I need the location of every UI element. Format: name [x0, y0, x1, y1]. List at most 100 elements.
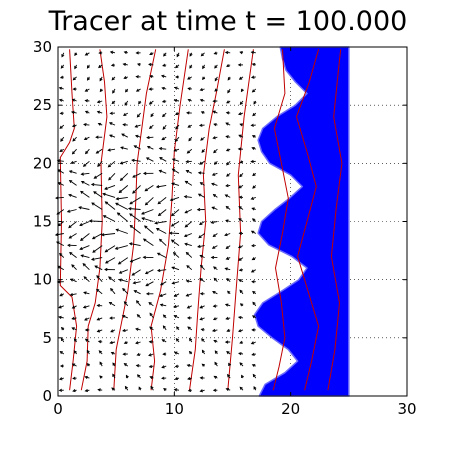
quiver-arrowhead	[117, 261, 122, 265]
quiver-arrowhead	[251, 328, 255, 332]
quiver-arrow	[79, 245, 90, 250]
quiver-arrowhead	[201, 349, 205, 353]
quiver-arrowhead	[238, 268, 243, 272]
quiver-arrowhead	[161, 137, 165, 141]
quiver-arrowhead	[82, 163, 87, 167]
quiver-arrowhead	[144, 202, 149, 206]
quiver-arrowhead	[160, 74, 165, 78]
quiver-arrow	[170, 196, 180, 201]
quiver-arrow	[109, 302, 116, 307]
quiver-arrowhead	[251, 207, 255, 211]
quiver-arrowhead	[73, 350, 77, 354]
quiver-arrowhead	[148, 353, 152, 357]
quiver-arrow	[81, 181, 90, 186]
quiver-arrow	[119, 185, 129, 193]
quiver-arrowhead	[171, 182, 175, 186]
quiver-arrowhead	[162, 314, 167, 318]
quiver-arrow	[102, 193, 116, 198]
quiver-arrowhead	[210, 220, 214, 224]
quiver-arrowhead	[161, 86, 165, 91]
quiver-arrowhead	[227, 77, 231, 81]
quiver-arrowhead	[170, 239, 175, 243]
quiver-arrowhead	[69, 251, 73, 256]
quiver-arrowhead	[184, 180, 189, 184]
quiver-arrowhead	[163, 53, 167, 57]
quiver-arrowhead	[199, 376, 204, 380]
y-tick-label: 30	[33, 38, 52, 56]
quiver-arrow	[58, 182, 65, 186]
x-tick-label: 0	[53, 400, 63, 418]
quiver-arrowhead	[237, 63, 242, 67]
quiver-arrowhead	[162, 63, 166, 67]
quiver-arrow	[108, 276, 116, 283]
quiver-arrow	[129, 243, 141, 247]
quiver-arrowhead	[97, 163, 101, 168]
quiver-arrowhead	[123, 50, 128, 55]
quiver-arrowhead	[68, 170, 73, 174]
quiver-arrow	[80, 233, 90, 241]
quiver-arrowhead	[251, 257, 256, 261]
quiver-arrow	[91, 257, 103, 261]
plot-area	[54, 46, 408, 397]
quiver-arrowhead	[94, 265, 98, 269]
quiver-arrowhead	[84, 52, 89, 56]
quiver-arrowhead	[115, 228, 119, 232]
quiver-arrowhead	[120, 146, 124, 150]
quiver-arrowhead	[97, 122, 102, 126]
quiver-arrowhead	[239, 386, 243, 390]
quiver-arrowhead	[225, 111, 230, 115]
quiver-arrowhead	[59, 252, 63, 257]
quiver-arrow	[122, 288, 129, 295]
x-axis: 0 10 20 30	[53, 47, 417, 418]
quiver-arrowhead	[72, 376, 76, 380]
quiver-arrowhead	[252, 112, 256, 117]
quiver-arrowhead	[199, 389, 204, 393]
quiver-arrowhead	[224, 194, 228, 198]
quiver-arrowhead	[170, 213, 175, 217]
quiver-arrowhead	[149, 74, 153, 79]
quiver-arrowhead	[162, 126, 166, 130]
quiver-arrowhead	[95, 150, 100, 154]
quiver-arrowhead	[84, 388, 89, 393]
quiver-arrowhead	[237, 315, 242, 320]
quiver-arrowhead	[96, 317, 100, 321]
quiver-arrowhead	[199, 254, 203, 258]
quiver-arrow	[69, 170, 77, 174]
quiver-arrowhead	[162, 325, 166, 329]
quiver-arrowhead	[131, 272, 135, 276]
quiver-arrow	[145, 269, 154, 275]
quiver-arrow	[71, 160, 77, 164]
y-tick-label: 15	[33, 213, 52, 231]
quiver-arrowhead	[135, 88, 140, 92]
quiver-arrowhead	[136, 114, 140, 118]
quiver-arrow	[157, 269, 167, 272]
quiver-arrowhead	[238, 195, 243, 199]
quiver-arrowhead	[225, 135, 229, 139]
quiver-arrowhead	[238, 206, 242, 210]
quiver-arrowhead	[212, 290, 216, 294]
chart-title: Tracer at time t = 100.000	[48, 6, 408, 37]
quiver-arrowhead	[146, 135, 150, 140]
quiver-arrowhead	[213, 123, 217, 127]
quiver-arrowhead	[226, 173, 230, 177]
quiver-arrowhead	[115, 202, 119, 206]
quiver-arrowhead	[239, 362, 243, 366]
quiver-arrowhead	[74, 65, 78, 70]
quiver-arrowhead	[148, 62, 152, 67]
quiver-arrowhead	[129, 224, 133, 229]
quiver-arrow	[185, 209, 192, 214]
quiver-arrow	[185, 221, 193, 228]
quiver-arrowhead	[91, 202, 95, 206]
quiver-arrowhead	[145, 283, 149, 287]
quiver-arrowhead	[149, 326, 153, 330]
quiver-arrow	[171, 266, 180, 271]
quiver-arrowhead	[99, 88, 103, 93]
quiver-arrowhead	[201, 149, 205, 153]
quiver-arrowhead	[95, 135, 99, 139]
quiver-arrowhead	[124, 102, 128, 106]
quiver-arrow	[143, 238, 154, 246]
quiver-arrowhead	[174, 86, 178, 90]
quiver-arrowhead	[239, 50, 243, 55]
contour-line	[327, 49, 343, 391]
quiver-arrow	[94, 172, 103, 179]
